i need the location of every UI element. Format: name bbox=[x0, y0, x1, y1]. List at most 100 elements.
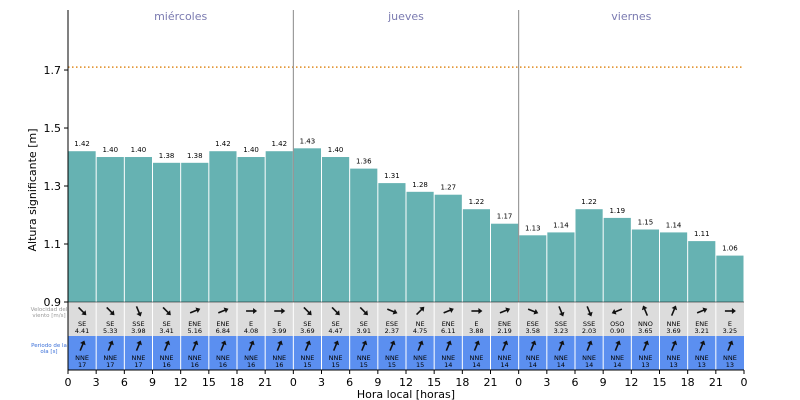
wave-row-label: Periodo de la ola [s] bbox=[31, 343, 67, 355]
wind-arrow bbox=[106, 306, 115, 316]
wind-dir: SE bbox=[78, 320, 86, 328]
wave-dir: NNE bbox=[469, 354, 483, 362]
wind-dir: ESE bbox=[527, 320, 539, 328]
value-label: 1.14 bbox=[666, 221, 682, 229]
wave-period: 14 bbox=[557, 361, 565, 369]
wave-arrow bbox=[530, 340, 537, 351]
wave-arrow bbox=[445, 340, 452, 351]
wind-dir: E bbox=[728, 320, 732, 328]
wind-arrow bbox=[724, 308, 736, 314]
wind-arrow-head bbox=[611, 308, 617, 315]
wind-arrow-head bbox=[533, 308, 539, 315]
wind-speed: 5.33 bbox=[103, 327, 117, 335]
wind-dir: E bbox=[249, 320, 253, 328]
bar bbox=[462, 209, 490, 302]
value-label: 1.27 bbox=[440, 184, 456, 192]
wind-arrow bbox=[670, 305, 678, 316]
wave-arrow bbox=[107, 340, 114, 351]
wind-arrow bbox=[696, 307, 708, 314]
wave-arrow bbox=[389, 340, 396, 351]
value-label: 1.13 bbox=[525, 224, 541, 232]
bar bbox=[322, 157, 350, 302]
bar bbox=[181, 162, 209, 302]
value-label: 1.42 bbox=[271, 140, 287, 148]
wave-arrow-head bbox=[643, 340, 649, 346]
wave-arrow-head bbox=[502, 340, 509, 346]
wind-arrow-head bbox=[558, 311, 565, 317]
bar bbox=[350, 168, 378, 302]
wave-arrow-head bbox=[192, 340, 199, 346]
wave-dir: NNE bbox=[103, 354, 117, 362]
wave-period: 14 bbox=[500, 361, 508, 369]
wave-period: 16 bbox=[219, 361, 227, 369]
day-label: jueves bbox=[387, 10, 424, 23]
wind-dir: NE bbox=[416, 320, 425, 328]
wind-arrow-head bbox=[419, 306, 425, 312]
wave-period: 14 bbox=[585, 361, 593, 369]
x-tick-label: 6 bbox=[121, 376, 128, 389]
wave-period: 13 bbox=[726, 361, 734, 369]
wave-dir: NNE bbox=[526, 354, 540, 362]
bar bbox=[716, 255, 744, 302]
value-label: 1.19 bbox=[609, 207, 625, 215]
wind-dir: E bbox=[277, 320, 281, 328]
wave-arrow bbox=[163, 340, 171, 351]
wave-period: 14 bbox=[529, 361, 537, 369]
wave-period: 14 bbox=[444, 361, 452, 369]
wind-dir: ENE bbox=[188, 320, 201, 328]
wind-arrow bbox=[217, 307, 229, 314]
wind-dir: NNO bbox=[638, 320, 653, 328]
wind-dir: ENE bbox=[498, 320, 511, 328]
x-tick-label: 3 bbox=[93, 376, 100, 389]
bar bbox=[491, 223, 519, 302]
wind-arrow-head bbox=[363, 310, 368, 316]
wind-arrow-head bbox=[109, 310, 115, 316]
wave-period: 13 bbox=[698, 361, 706, 369]
wave-period: 14 bbox=[472, 361, 480, 369]
wind-arrow-head bbox=[702, 307, 708, 314]
wave-period: 16 bbox=[275, 361, 283, 369]
x-tick-label: 9 bbox=[149, 376, 156, 389]
wind-speed: 3.69 bbox=[666, 327, 680, 335]
wind-arrow bbox=[135, 306, 142, 317]
wave-period: 15 bbox=[416, 361, 424, 369]
wind-arrow-head bbox=[281, 308, 286, 314]
x-tick-label: 6 bbox=[346, 376, 353, 389]
wave-arrow bbox=[558, 340, 565, 351]
y-tick-label: 0.9 bbox=[44, 296, 62, 309]
wind-speed: 3.58 bbox=[526, 327, 540, 335]
wind-dir: ENE bbox=[442, 320, 455, 328]
wave-arrow-head bbox=[389, 340, 396, 346]
wind-dir: ENE bbox=[695, 320, 708, 328]
wave-arrow-head bbox=[615, 340, 621, 346]
day-label: miércoles bbox=[154, 10, 207, 23]
wave-arrow bbox=[473, 340, 480, 351]
wave-arrow bbox=[361, 340, 368, 351]
wave-arrow-head bbox=[727, 340, 734, 346]
x-tick-label: 12 bbox=[174, 376, 188, 389]
wind-dir: SE bbox=[360, 320, 368, 328]
x-tick-label: 15 bbox=[427, 376, 441, 389]
wind-dir: ENE bbox=[216, 320, 229, 328]
wind-speed: 3.91 bbox=[357, 327, 371, 335]
wave-dir: NNE bbox=[638, 354, 652, 362]
bar bbox=[631, 229, 659, 302]
bar bbox=[660, 232, 688, 302]
value-label: 1.36 bbox=[356, 158, 372, 166]
wind-row-label: Velocidad del viento [m/s] bbox=[30, 307, 68, 319]
wind-arrow-head bbox=[448, 307, 454, 314]
bar bbox=[434, 194, 462, 302]
wind-arrow bbox=[558, 306, 565, 317]
wind-speed: 3.99 bbox=[272, 327, 286, 335]
wave-arrow-head bbox=[699, 340, 706, 346]
bar bbox=[96, 157, 124, 302]
wind-speed: 4.08 bbox=[244, 327, 258, 335]
wind-arrow bbox=[246, 308, 258, 314]
bar bbox=[575, 209, 603, 302]
wind-speed: 5.16 bbox=[188, 327, 202, 335]
wave-arrow-head bbox=[361, 340, 368, 346]
x-tick-label: 15 bbox=[653, 376, 667, 389]
wind-arrow bbox=[611, 308, 623, 315]
wave-period: 15 bbox=[303, 361, 311, 369]
